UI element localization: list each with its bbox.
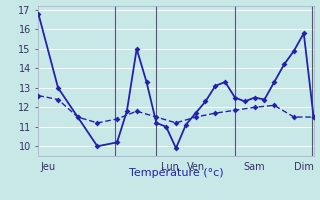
Text: Ven: Ven (187, 162, 205, 172)
X-axis label: Température (°c): Température (°c) (129, 167, 223, 178)
Text: Sam: Sam (244, 162, 266, 172)
Text: Jeu: Jeu (41, 162, 56, 172)
Text: Dim: Dim (294, 162, 314, 172)
Text: Lun: Lun (161, 162, 178, 172)
